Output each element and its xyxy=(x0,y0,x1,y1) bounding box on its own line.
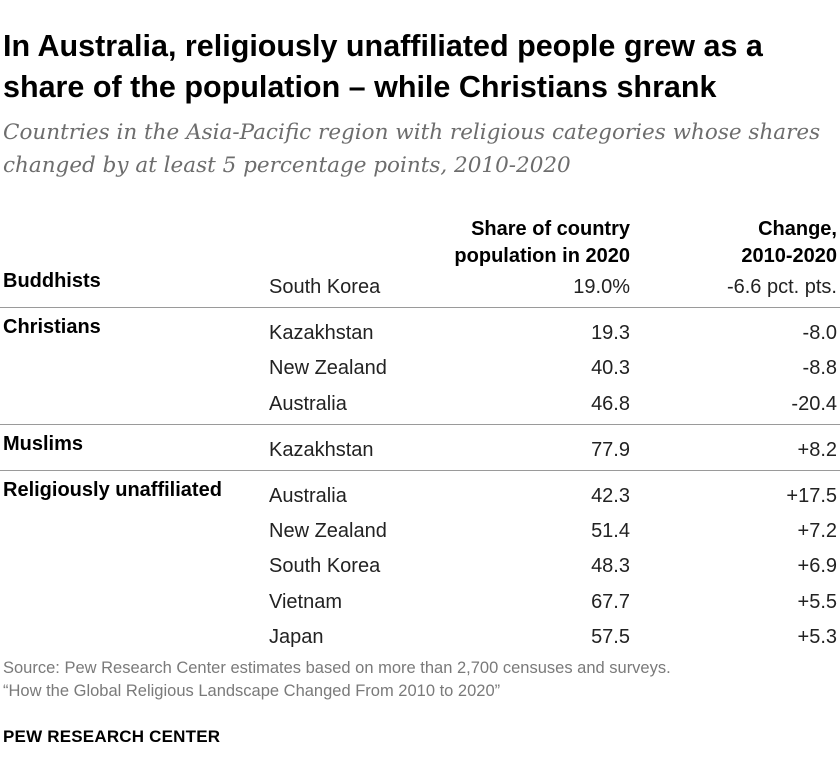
change-cell: +5.3 xyxy=(797,625,837,648)
group-divider xyxy=(0,307,840,308)
country-cell: Australia xyxy=(269,485,347,507)
group-divider xyxy=(0,423,840,425)
source-note: Source: Pew Research Center estimates ba… xyxy=(3,657,671,703)
chart-subtitle: Countries in the Asia-Pacific region wit… xyxy=(3,120,821,178)
share-cell: 51.4 xyxy=(591,520,630,543)
share-cell: 19.3 xyxy=(591,322,630,345)
country-cell: Vietnam xyxy=(269,590,343,613)
share-cell: 67.7 xyxy=(591,590,630,613)
country-cell: Kazakhstan xyxy=(269,322,374,345)
change-cell: +8.2 xyxy=(797,438,837,461)
change-cell: -20.4 xyxy=(791,392,837,415)
source-line-2: “How the Global Religious Landscape Chan… xyxy=(3,682,501,700)
change-cell: +17.5 xyxy=(786,485,837,507)
share-cell: 77.9 xyxy=(591,438,630,461)
brand-logo-text: PEW RESEARCH CENTER xyxy=(3,727,221,746)
column-header-share: Share of country population in 2020 xyxy=(454,216,630,270)
share-cell: 46.8 xyxy=(591,392,630,415)
change-cell: +6.9 xyxy=(797,555,837,578)
share-cell: 57.5 xyxy=(591,625,630,648)
column-header-share-line1: Share of country xyxy=(471,218,630,240)
share-cell: 19.0% xyxy=(573,276,630,298)
column-header-change-line1: Change, xyxy=(758,218,837,240)
group-label: Buddhists xyxy=(3,270,101,292)
share-cell: 42.3 xyxy=(591,485,630,507)
country-cell: New Zealand xyxy=(269,520,387,543)
change-cell: -8.0 xyxy=(802,322,837,345)
share-cell: 40.3 xyxy=(591,357,630,380)
change-cell: +7.2 xyxy=(797,520,837,543)
group-divider xyxy=(0,469,840,471)
group-label: Muslims xyxy=(3,432,84,455)
share-cell: 48.3 xyxy=(591,555,630,578)
chart-title: In Australia, religiously unaffiliated p… xyxy=(3,29,763,104)
change-cell: -6.6 pct. pts. xyxy=(726,276,837,298)
country-cell: South Korea xyxy=(269,276,381,298)
country-cell: Kazakhstan xyxy=(269,438,374,461)
group-label: Religiously unaffiliated xyxy=(3,479,222,501)
column-header-change-line2: 2010-2020 xyxy=(741,245,837,267)
column-header-change: Change, 2010-2020 xyxy=(741,216,837,270)
change-cell: +5.5 xyxy=(797,590,837,613)
country-cell: New Zealand xyxy=(269,357,387,380)
country-cell: Japan xyxy=(269,625,324,648)
change-cell: -8.8 xyxy=(802,357,837,380)
source-line-1: Source: Pew Research Center estimates ba… xyxy=(3,659,671,677)
column-header-share-line2: population in 2020 xyxy=(454,245,630,267)
group-label: Christians xyxy=(3,316,101,339)
country-cell: South Korea xyxy=(269,555,381,578)
country-cell: Australia xyxy=(269,392,347,415)
